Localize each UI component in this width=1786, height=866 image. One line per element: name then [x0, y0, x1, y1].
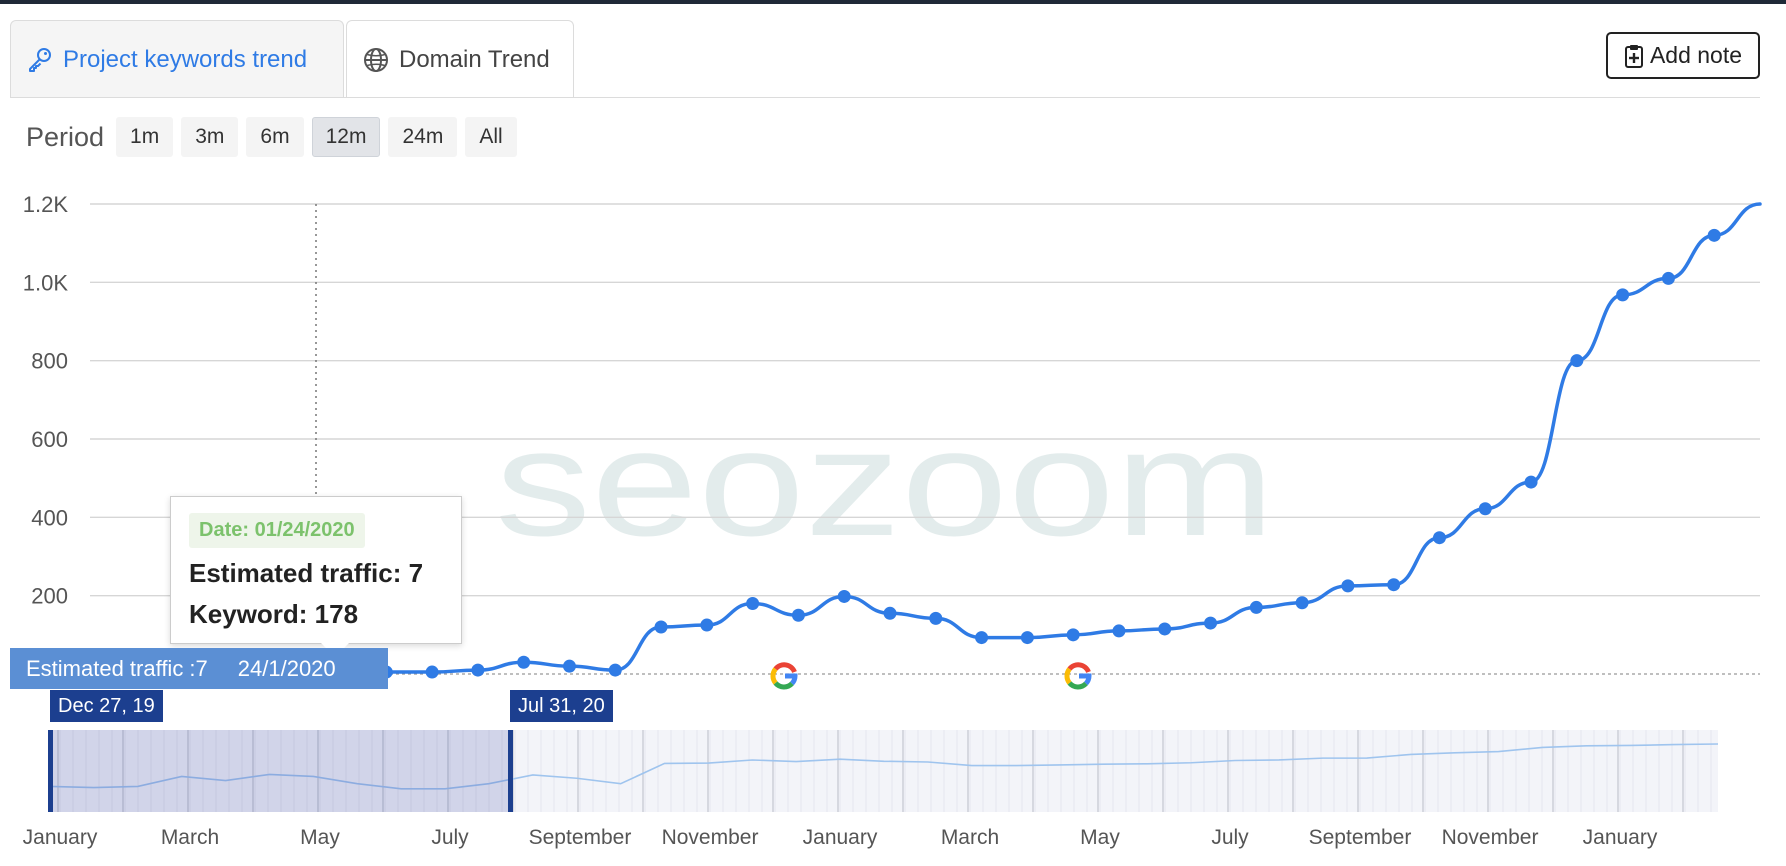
tooltip-traffic: Estimated traffic: 7 [189, 558, 424, 588]
data-point[interactable] [1112, 624, 1126, 638]
data-point[interactable] [1570, 354, 1584, 368]
data-point[interactable] [1295, 596, 1309, 610]
data-point[interactable] [837, 589, 851, 603]
data-point[interactable] [1158, 622, 1172, 636]
navigator-start-label: Dec 27, 19 [50, 690, 163, 722]
navigator-background [50, 730, 1718, 812]
period-selector: Period 1m 3m 6m 12m 24m All [26, 116, 525, 158]
navigator-month-label: January [1583, 826, 1658, 849]
navigator-month-label: July [1211, 826, 1249, 849]
watermark-logo: seozoom [495, 398, 1275, 568]
data-point[interactable] [1249, 600, 1263, 614]
clipboard-plus-icon [1624, 44, 1643, 68]
key-icon [29, 47, 51, 72]
data-point[interactable] [700, 618, 714, 632]
data-point[interactable] [1066, 628, 1080, 642]
add-note-label: Add note [1649, 42, 1743, 68]
navigator-month-label: May [300, 826, 340, 849]
period-all-button[interactable]: All [465, 117, 517, 157]
globe-icon [364, 47, 388, 72]
period-24m-button[interactable]: 24m [388, 117, 458, 157]
tab-project-keywords-trend[interactable]: Project keywords trend [10, 20, 344, 98]
data-point[interactable] [425, 665, 439, 679]
data-point[interactable] [654, 620, 668, 634]
tooltip-keyword: Keyword: 178 [189, 599, 359, 629]
tab-divider [10, 97, 1760, 98]
crosshair-series: Estimated traffic :7 [26, 655, 208, 681]
data-point[interactable] [746, 597, 760, 610]
navigator-month-label: September [529, 826, 632, 849]
data-point[interactable] [883, 606, 897, 620]
y-tick-label: 1.2K [23, 192, 69, 217]
data-point[interactable] [1387, 578, 1401, 592]
google-update-icon[interactable] [1064, 662, 1092, 690]
data-point[interactable] [1524, 475, 1538, 489]
navigator-selection[interactable] [50, 730, 510, 812]
navigator-handle-right[interactable] [508, 730, 513, 812]
tooltip-date: Date: 01/24/2020 [189, 513, 365, 548]
y-tick-label: 800 [31, 349, 68, 374]
y-axis: 1.2K 1.0K 800 600 400 200 [23, 192, 69, 609]
data-point[interactable] [929, 611, 943, 625]
data-point[interactable] [1661, 271, 1675, 285]
data-point[interactable] [1616, 288, 1630, 302]
y-tick-label: 200 [31, 584, 68, 609]
navigator-month-label: September [1309, 826, 1412, 849]
period-1m-button[interactable]: 1m [116, 117, 174, 157]
data-point[interactable] [1478, 502, 1492, 516]
navigator-handle-left[interactable] [48, 730, 53, 812]
data-point[interactable] [1707, 228, 1721, 242]
series-points [59, 228, 1721, 679]
navigator-month-label: January [803, 826, 878, 849]
crosshair-date: 24/1/2020 [237, 655, 336, 681]
data-point[interactable] [471, 663, 485, 677]
navigator-month-labels: January March May July September November Janu… [23, 826, 1658, 849]
data-point[interactable] [975, 631, 989, 645]
crosshair-label: Estimated traffic :7 24/1/2020 [10, 648, 388, 689]
navigator [48, 730, 1719, 812]
navigator-month-label: July [431, 826, 469, 849]
period-12m-button[interactable]: 12m [311, 117, 381, 157]
tab-label: Domain Trend [399, 45, 550, 73]
navigator-month-label: November [1442, 826, 1539, 849]
navigator-month-label: March [161, 826, 219, 849]
data-point[interactable] [1341, 579, 1355, 593]
navigator-month-label: November [662, 826, 759, 849]
add-note-button[interactable]: Add note [1606, 32, 1760, 79]
navigator-end-label: Jul 31, 20 [510, 690, 613, 722]
y-tick-label: 1.0K [23, 270, 69, 295]
data-point[interactable] [1020, 631, 1034, 645]
y-tick-label: 600 [31, 427, 68, 452]
period-label: Period [26, 121, 105, 152]
navigator-month-label: May [1080, 826, 1120, 849]
tab-label: Project keywords trend [63, 45, 308, 73]
tab-bar: Project keywords trend Domain Trend [10, 20, 576, 98]
data-point[interactable] [791, 608, 805, 622]
navigator-month-label: January [23, 826, 98, 849]
data-point[interactable] [608, 663, 622, 677]
google-update-icon[interactable] [770, 662, 798, 690]
navigator-month-label: March [941, 826, 999, 849]
chart-tooltip: Date: 01/24/2020 Estimated traffic: 7 Ke… [170, 496, 462, 657]
navigator-series-line [49, 743, 1719, 790]
top-bar [0, 0, 1786, 4]
period-6m-button[interactable]: 6m [246, 117, 304, 157]
data-point[interactable] [1432, 531, 1446, 545]
period-3m-button[interactable]: 3m [181, 117, 239, 157]
y-tick-label: 400 [31, 505, 68, 530]
data-point[interactable] [517, 655, 531, 669]
data-point[interactable] [562, 659, 576, 673]
tab-domain-trend[interactable]: Domain Trend [346, 20, 574, 98]
data-point[interactable] [1204, 616, 1218, 630]
google-update-markers [770, 662, 1092, 690]
